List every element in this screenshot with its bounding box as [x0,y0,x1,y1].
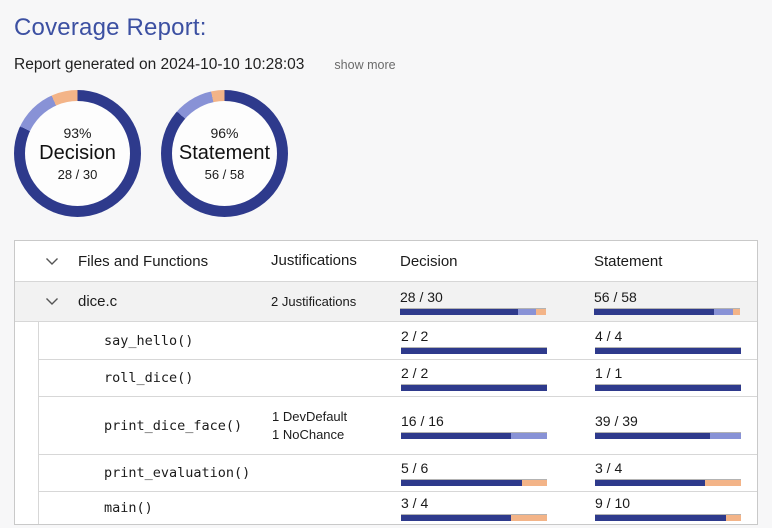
bar-rule [595,384,741,385]
file-row-dice-c[interactable]: dice.c 2 Justifications 28 / 30 56 / 58 [15,281,757,322]
coverage-value: 56 / 58 [594,288,637,305]
file-name: dice.c [78,293,118,310]
decision-label: Decision [39,142,116,164]
page-title: Coverage Report: [14,14,207,41]
coverage-bar [595,480,741,486]
function-name: print_evaluation() [104,465,251,481]
function-row-main[interactable]: main() 3 / 4 9 / 10 [39,491,757,524]
bar-rule [595,479,741,480]
coverage-bar [594,308,740,315]
coverage-value: 4 / 4 [595,327,623,344]
coverage-bar [595,515,741,521]
statement-percent: 96% [210,125,239,141]
report-subtitle-row: Report generated on 2024-10-10 10:28:03 … [14,56,758,74]
statement-ratio: 56 / 58 [204,167,245,182]
decision-coverage: 5 / 6 [401,460,547,486]
statement-coverage: 39 / 39 [595,413,741,439]
statement-coverage: 3 / 4 [595,460,741,486]
file-statement-coverage: 56 / 58 [594,289,740,315]
coverage-table: Files and Functions Justifications Decis… [14,240,758,525]
column-header-statement: Statement [594,252,663,270]
decision-donut-center: 93% Decision 28 / 30 [25,101,130,206]
function-row-print-dice-face[interactable]: print_dice_face() 1 DevDefault 1 NoChance… [39,396,757,454]
statement-coverage: 9 / 10 [595,495,741,521]
file-justifications: 2 Justifications [271,293,357,309]
bar-rule [595,431,741,433]
show-more-link[interactable]: show more [334,58,396,72]
report-generated-text: Report generated on 2024-10-10 10:28:03 [14,56,305,73]
table-header-row: Files and Functions Justifications Decis… [15,241,757,281]
bar-rule [594,307,740,309]
coverage-value: 5 / 6 [401,460,429,476]
coverage-bar [401,385,547,391]
coverage-bar [595,385,741,391]
decision-donut-chart: 93% Decision 28 / 30 [14,90,141,217]
statement-donut-chart: 96% Statement 56 / 58 [161,90,288,217]
function-justifications: 1 DevDefault 1 NoChance [272,408,348,442]
coverage-value: 39 / 39 [595,412,638,429]
bar-rule [401,514,547,515]
coverage-bar [400,308,546,315]
function-name: print_dice_face() [104,417,243,434]
function-name: say_hello() [104,332,194,349]
column-header-files: Files and Functions [78,252,209,270]
bar-rule [401,384,547,385]
coverage-value: 2 / 2 [401,327,429,344]
decision-coverage: 16 / 16 [401,413,547,439]
coverage-bar [401,515,547,521]
coverage-value: 1 / 1 [595,365,623,381]
statement-coverage: 4 / 4 [595,328,741,354]
decision-coverage: 2 / 2 [401,365,547,391]
column-header-justifications: Justifications [271,252,357,269]
bar-rule [400,307,546,309]
coverage-bar [595,347,741,354]
statement-coverage: 1 / 1 [595,365,741,391]
coverage-value: 16 / 16 [401,412,444,429]
function-name: main() [104,500,153,516]
bar-rule [595,346,741,348]
bar-rule [595,514,741,515]
coverage-value: 2 / 2 [401,365,429,381]
statement-donut-center: 96% Statement 56 / 58 [172,101,277,206]
function-row-say-hello[interactable]: say_hello() 2 / 2 4 / 4 [39,322,757,359]
function-row-roll-dice[interactable]: roll_dice() 2 / 2 1 / 1 [39,359,757,396]
coverage-value: 3 / 4 [595,460,623,476]
function-rows: say_hello() 2 / 2 4 / 4 roll_dice() [38,322,757,524]
function-name: roll_dice() [104,370,194,386]
coverage-bar [401,480,547,486]
bar-rule [401,431,547,433]
bar-rule [401,479,547,480]
bar-rule [401,346,547,348]
chevron-down-icon[interactable] [45,297,59,306]
decision-ratio: 28 / 30 [57,167,98,182]
coverage-value: 3 / 4 [401,495,429,511]
decision-coverage: 2 / 2 [401,328,547,354]
chevron-down-icon[interactable] [45,257,59,266]
decision-percent: 93% [63,125,92,141]
coverage-value: 9 / 10 [595,495,631,511]
decision-coverage: 3 / 4 [401,495,547,521]
file-decision-coverage: 28 / 30 [400,289,546,315]
function-row-print-evaluation[interactable]: print_evaluation() 5 / 6 3 / 4 [39,454,757,491]
coverage-value: 28 / 30 [400,288,443,305]
coverage-bar [595,432,741,439]
column-header-decision: Decision [400,252,458,270]
coverage-bar [401,432,547,439]
statement-label: Statement [178,142,271,164]
coverage-donut-charts: 93% Decision 28 / 30 96% Statement 56 / … [14,90,758,217]
coverage-bar [401,347,547,354]
